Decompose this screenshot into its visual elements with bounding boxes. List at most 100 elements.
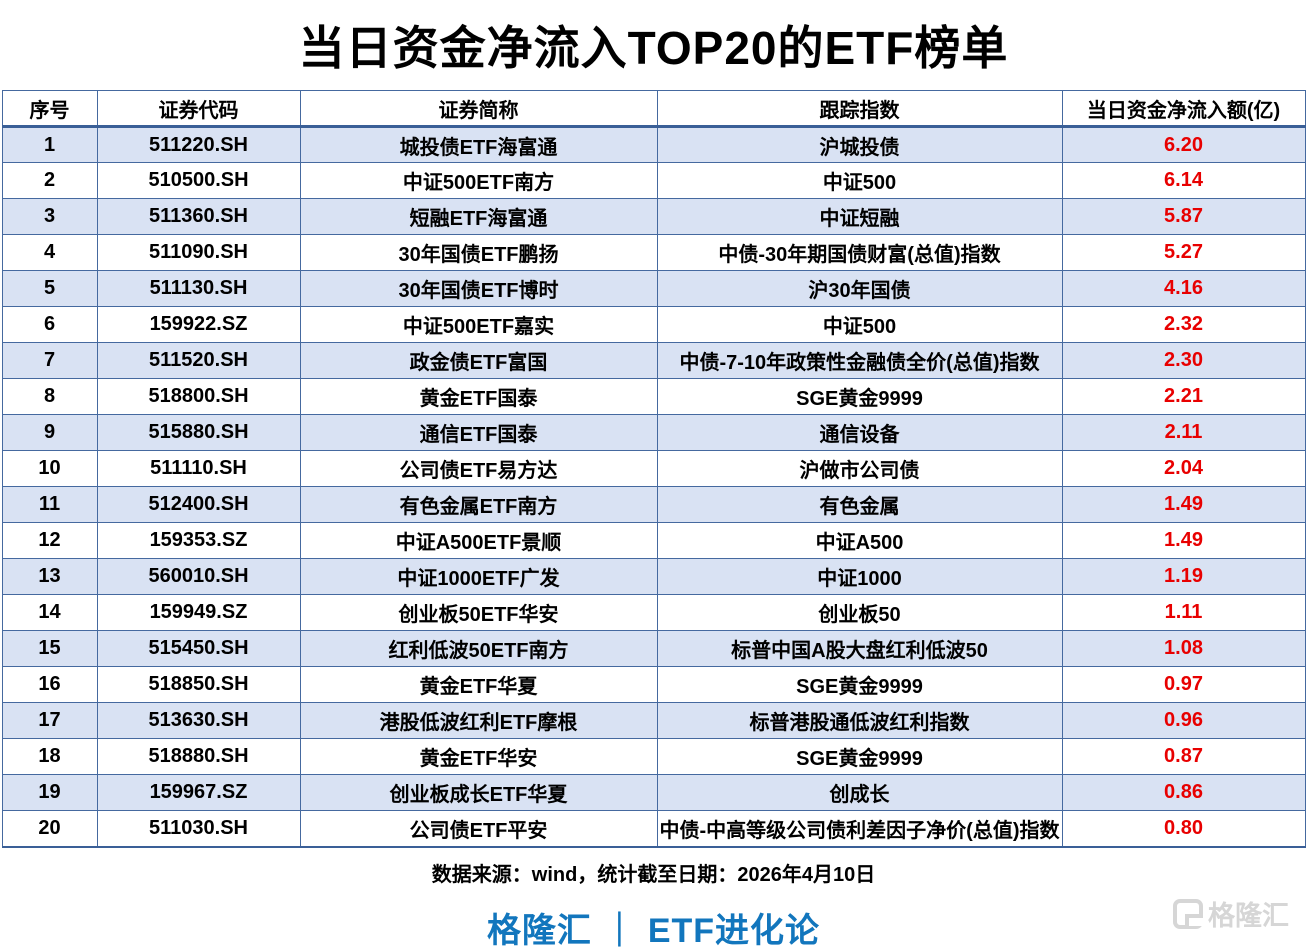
security-name-cell: 城投债ETF海富通: [299, 126, 658, 163]
watermark-label: 格隆汇: [1208, 901, 1289, 931]
tracking-index-cell: 中证500: [656, 162, 1063, 199]
net-inflow-cell: 6.14: [1061, 162, 1306, 199]
table-row: 12 159353.SZ 中证A500ETF景顺 中证A500 1.49: [1, 522, 1306, 559]
net-inflow-cell: 2.04: [1061, 450, 1306, 487]
net-inflow-cell: 1.49: [1061, 522, 1306, 559]
security-name-cell: 中证A500ETF景顺: [299, 522, 658, 559]
table-row: 15 515450.SH 红利低波50ETF南方 标普中国A股大盘红利低波50 1.08: [1, 630, 1306, 667]
security-code-cell: 518880.SH: [96, 738, 301, 775]
net-inflow-cell: 0.87: [1061, 738, 1306, 775]
security-name-cell: 政金债ETF富国: [299, 342, 658, 379]
security-code-cell: 511360.SH: [96, 198, 301, 235]
net-inflow-cell: 4.16: [1061, 270, 1306, 307]
security-code-cell: 159949.SZ: [96, 594, 301, 631]
table-row: 17 513630.SH 港股低波红利ETF摩根 标普港股通低波红利指数 0.96: [1, 702, 1306, 739]
column-header-value: 当日资金净流入额(亿): [1061, 90, 1306, 128]
tracking-index-cell: 沪城投债: [656, 126, 1063, 163]
net-inflow-cell: 5.27: [1061, 234, 1306, 271]
row-number-cell: 12: [1, 522, 98, 559]
security-name-cell: 30年国债ETF博时: [299, 270, 658, 307]
etf-ranking-table: 序号 证券代码 证券简称 跟踪指数 当日资金净流入额(亿) 1 511220.SH…: [1, 90, 1306, 848]
table-row: 3 511360.SH 短融ETF海富通 中证短融 5.87: [1, 198, 1306, 235]
table-row: 9 515880.SH 通信ETF国泰 通信设备 2.11: [1, 414, 1306, 451]
row-number-cell: 20: [1, 810, 98, 848]
etf-table-body: 1 511220.SH 城投债ETF海富通 沪城投债 6.20 2 510500.SH 中证5…: [1, 126, 1306, 848]
tracking-index-cell: 创成长: [656, 774, 1063, 811]
security-name-cell: 黄金ETF国泰: [299, 378, 658, 415]
tracking-index-cell: SGE黄金9999: [656, 378, 1063, 415]
security-code-cell: 511130.SH: [96, 270, 301, 307]
table-row: 5 511130.SH 30年国债ETF博时 沪30年国债 4.16: [1, 270, 1306, 307]
table-header: 序号 证券代码 证券简称 跟踪指数 当日资金净流入额(亿): [1, 90, 1306, 128]
security-code-cell: 560010.SH: [96, 558, 301, 595]
net-inflow-cell: 0.97: [1061, 666, 1306, 703]
security-name-cell: 港股低波红利ETF摩根: [299, 702, 658, 739]
row-number-cell: 11: [1, 486, 98, 523]
security-code-cell: 518800.SH: [96, 378, 301, 415]
tracking-index-cell: 中债-中高等级公司债利差因子净价(总值)指数: [656, 810, 1063, 848]
security-code-cell: 159353.SZ: [96, 522, 301, 559]
net-inflow-cell: 2.11: [1061, 414, 1306, 451]
row-number-cell: 13: [1, 558, 98, 595]
security-code-cell: 511110.SH: [96, 450, 301, 487]
data-source-note: 数据来源：wind，统计截至日期：2026年4月10日: [431, 863, 876, 886]
row-number-cell: 10: [1, 450, 98, 487]
security-name-cell: 黄金ETF华安: [299, 738, 658, 775]
table-row: 1 511220.SH 城投债ETF海富通 沪城投债 6.20: [1, 126, 1306, 163]
row-number-cell: 14: [1, 594, 98, 631]
row-number-cell: 8: [1, 378, 98, 415]
net-inflow-cell: 5.87: [1061, 198, 1306, 235]
table-row: 6 159922.SZ 中证500ETF嘉实 中证500 2.32: [1, 306, 1306, 343]
security-code-cell: 515450.SH: [96, 630, 301, 667]
security-code-cell: 511090.SH: [96, 234, 301, 271]
page-title: 当日资金净流入TOP20的ETF榜单: [298, 22, 1009, 74]
row-number-cell: 15: [1, 630, 98, 667]
security-name-cell: 通信ETF国泰: [299, 414, 658, 451]
tracking-index-cell: 标普中国A股大盘红利低波50: [656, 630, 1063, 667]
security-name-cell: 公司债ETF平安: [299, 810, 658, 848]
row-number-cell: 18: [1, 738, 98, 775]
table-row: 11 512400.SH 有色金属ETF南方 有色金属 1.49: [1, 486, 1306, 523]
table-row: 18 518880.SH 黄金ETF华安 SGE黄金9999 0.87: [1, 738, 1306, 775]
row-number-cell: 1: [1, 126, 98, 163]
security-code-cell: 513630.SH: [96, 702, 301, 739]
net-inflow-cell: 2.21: [1061, 378, 1306, 415]
watermark: 格隆汇: [1173, 894, 1289, 933]
tracking-index-cell: SGE黄金9999: [656, 738, 1063, 775]
security-name-cell: 中证1000ETF广发: [299, 558, 658, 595]
security-name-cell: 创业板50ETF华安: [299, 594, 658, 631]
net-inflow-cell: 0.80: [1061, 810, 1306, 848]
row-number-cell: 9: [1, 414, 98, 451]
row-number-cell: 5: [1, 270, 98, 307]
security-code-cell: 512400.SH: [96, 486, 301, 523]
security-name-cell: 创业板成长ETF华夏: [299, 774, 658, 811]
net-inflow-cell: 1.19: [1061, 558, 1306, 595]
tracking-index-cell: 标普港股通低波红利指数: [656, 702, 1063, 739]
security-name-cell: 30年国债ETF鹏扬: [299, 234, 658, 271]
gelonghui-logo-icon: [1173, 898, 1203, 929]
table-row: 8 518800.SH 黄金ETF国泰 SGE黄金9999 2.21: [1, 378, 1306, 415]
tracking-index-cell: 通信设备: [656, 414, 1063, 451]
security-name-cell: 有色金属ETF南方: [299, 486, 658, 523]
table-row: 2 510500.SH 中证500ETF南方 中证500 6.14: [1, 162, 1306, 199]
security-name-cell: 短融ETF海富通: [299, 198, 658, 235]
net-inflow-cell: 1.49: [1061, 486, 1306, 523]
net-inflow-cell: 0.86: [1061, 774, 1306, 811]
tracking-index-cell: 创业板50: [656, 594, 1063, 631]
net-inflow-cell: 2.32: [1061, 306, 1306, 343]
table-row: 10 511110.SH 公司债ETF易方达 沪做市公司债 2.04: [1, 450, 1306, 487]
net-inflow-cell: 0.96: [1061, 702, 1306, 739]
table-row: 4 511090.SH 30年国债ETF鹏扬 中债-30年期国债财富(总值)指数 5.2…: [1, 234, 1306, 271]
table-row: 19 159967.SZ 创业板成长ETF华夏 创成长 0.86: [1, 774, 1306, 811]
security-code-cell: 515880.SH: [96, 414, 301, 451]
tracking-index-cell: 有色金属: [656, 486, 1063, 523]
tracking-index-cell: 中债-7-10年政策性金融债全价(总值)指数: [656, 342, 1063, 379]
column-header-no: 序号: [1, 90, 98, 128]
tracking-index-cell: SGE黄金9999: [656, 666, 1063, 703]
branding-text: 格隆汇 ｜ ETF进化论: [486, 911, 821, 950]
table-row: 13 560010.SH 中证1000ETF广发 中证1000 1.19: [1, 558, 1306, 595]
net-inflow-cell: 6.20: [1061, 126, 1306, 163]
row-number-cell: 17: [1, 702, 98, 739]
table-row: 14 159949.SZ 创业板50ETF华安 创业板50 1.11: [1, 594, 1306, 631]
security-code-cell: 159922.SZ: [96, 306, 301, 343]
